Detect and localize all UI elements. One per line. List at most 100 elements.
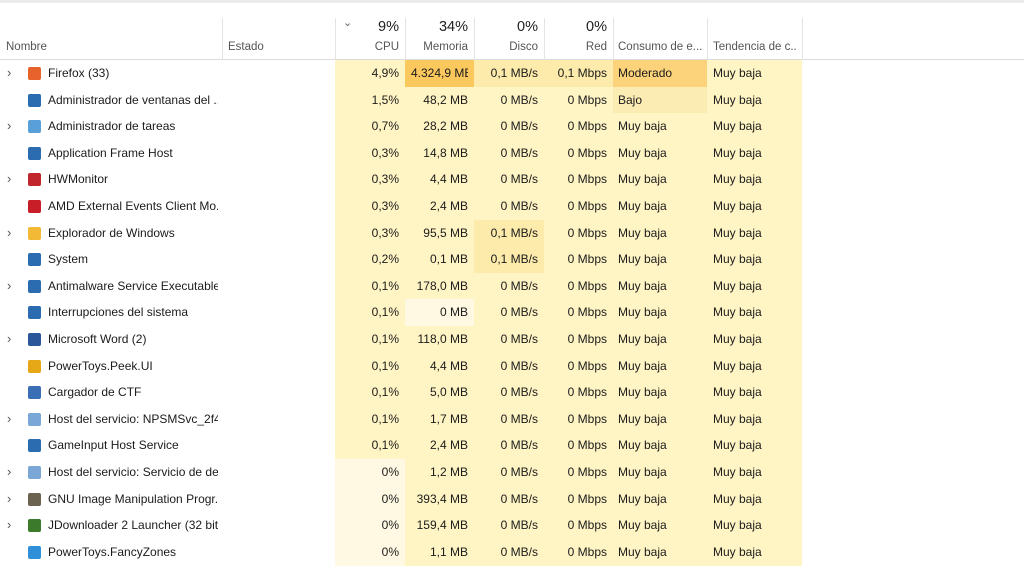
- cell-value: 0 MB/s: [500, 544, 538, 559]
- cell-bg: [707, 485, 802, 513]
- cell-bg: [335, 60, 405, 88]
- column-header[interactable]: Consumo de e...: [618, 41, 702, 53]
- cell-value: Muy baja: [713, 119, 762, 134]
- app-icon: [28, 226, 41, 240]
- cell-bg: [405, 86, 474, 114]
- cell-value: 0 Mbps: [567, 438, 607, 453]
- cell-bg: [474, 405, 544, 433]
- cell-bg: [707, 459, 802, 487]
- cell-value: 0 MB/s: [500, 145, 538, 160]
- cell-bg: [613, 86, 707, 114]
- expand-chevron[interactable]: ›: [7, 517, 12, 533]
- cell-bg: [335, 512, 405, 540]
- cell-bg: [613, 459, 707, 487]
- cell-bg: [544, 219, 613, 247]
- cell-value: 0 MB/s: [500, 92, 538, 107]
- cell-bg: [335, 405, 405, 433]
- cell-bg: [474, 352, 544, 380]
- cell-value: Muy baja: [618, 278, 667, 293]
- cell-bg: [335, 538, 405, 566]
- cell-value: 0,1 MB/s: [490, 66, 538, 80]
- expand-chevron[interactable]: ›: [7, 464, 12, 479]
- column-header[interactable]: Nombre: [6, 41, 47, 53]
- cell-bg: [707, 246, 802, 274]
- cell-value: 0 Mbps: [567, 119, 607, 134]
- cell-bg: [405, 512, 474, 540]
- app-icon: [28, 173, 41, 187]
- expand-chevron[interactable]: ›: [7, 118, 12, 134]
- cell-bg: [544, 272, 613, 300]
- process-name: Administrador de ventanas del ...: [48, 92, 218, 107]
- cell-bg: [544, 60, 613, 88]
- cell-bg: [335, 459, 405, 487]
- cell-value: Moderado: [618, 66, 673, 80]
- cell-bg: [335, 166, 405, 194]
- column-header[interactable]: Memoria: [423, 41, 468, 53]
- cell-value: 95,5 MB: [423, 225, 468, 240]
- cell-value: 0,1%: [371, 332, 399, 346]
- cell-value: 1,5%: [371, 92, 399, 107]
- cell-bg: [544, 86, 613, 114]
- cell-value: Muy baja: [713, 358, 762, 373]
- cell-value: 0 Mbps: [567, 518, 607, 533]
- expand-chevron[interactable]: ›: [7, 65, 12, 80]
- expand-chevron[interactable]: ›: [7, 277, 12, 293]
- cell-value: 0 Mbps: [567, 278, 607, 293]
- column-separator: [802, 18, 803, 60]
- cell-bg: [405, 485, 474, 513]
- cell-bg: [335, 326, 405, 354]
- expand-chevron[interactable]: ›: [7, 171, 12, 187]
- column-header[interactable]: Red: [585, 41, 607, 53]
- cell-value: 0 MB/s: [500, 518, 538, 533]
- cell-value: 0 Mbps: [567, 305, 607, 320]
- column-percent: 9%: [378, 19, 399, 35]
- cell-bg: [474, 459, 544, 487]
- cell-value: 0,3%: [371, 199, 399, 213]
- column-header[interactable]: Estado: [228, 41, 264, 53]
- cell-bg: [474, 166, 544, 194]
- cell-bg: [707, 166, 802, 194]
- column-header[interactable]: Disco: [509, 41, 538, 53]
- column-separator: [405, 18, 406, 60]
- cell-bg: [707, 139, 802, 167]
- cell-bg: [707, 512, 802, 540]
- cell-bg: [335, 193, 405, 221]
- cell-value: 0 MB/s: [500, 332, 538, 346]
- cell-value: 0 MB/s: [500, 172, 538, 187]
- process-name: PowerToys.Peek.UI: [48, 358, 153, 373]
- cell-value: Muy baja: [713, 385, 762, 400]
- cell-bg: [544, 432, 613, 460]
- cell-value: Muy baja: [713, 491, 762, 506]
- process-name: AMD External Events Client Mo...: [48, 199, 218, 213]
- cell-value: Muy baja: [713, 332, 762, 346]
- column-header[interactable]: CPU: [374, 41, 399, 53]
- cell-bg: [405, 246, 474, 274]
- cell-value: 0,1%: [371, 411, 399, 426]
- column-percent: 34%: [438, 19, 468, 35]
- cell-value: 14,8 MB: [423, 145, 468, 160]
- cell-bg: [405, 432, 474, 460]
- cell-bg: [707, 405, 802, 433]
- cell-bg: [474, 272, 544, 300]
- cell-value: Muy baja: [618, 225, 667, 240]
- column-percent: 0%: [517, 19, 538, 35]
- cell-value: 0 MB: [439, 305, 468, 320]
- cell-bg: [707, 193, 802, 221]
- cell-value: 0,1%: [371, 438, 399, 453]
- column-header[interactable]: Tendencia de c...: [713, 41, 796, 53]
- cell-bg: [405, 326, 474, 354]
- cell-value: Muy baja: [618, 305, 667, 320]
- expand-chevron[interactable]: ›: [7, 331, 12, 346]
- column-separator: [707, 18, 708, 60]
- expand-chevron[interactable]: ›: [7, 224, 12, 240]
- expand-chevron[interactable]: ›: [7, 410, 12, 426]
- cell-bg: [405, 166, 474, 194]
- cell-bg: [613, 60, 707, 88]
- app-icon: [28, 67, 41, 80]
- expand-chevron[interactable]: ›: [7, 490, 12, 506]
- process-name: HWMonitor: [48, 172, 109, 187]
- app-icon: [28, 466, 41, 479]
- cell-bg: [335, 272, 405, 300]
- cell-bg: [613, 538, 707, 566]
